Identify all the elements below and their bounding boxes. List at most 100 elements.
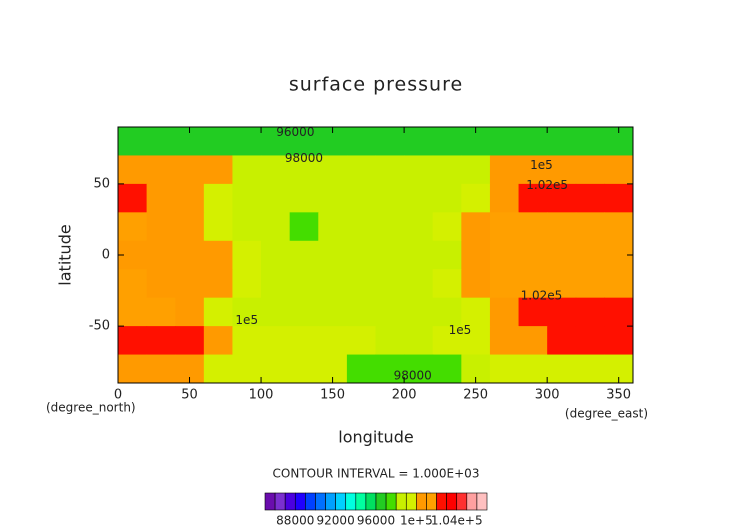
- field-cell: [118, 297, 148, 327]
- field-cell: [289, 240, 319, 270]
- field-cell: [575, 183, 605, 213]
- field-cell: [346, 297, 376, 327]
- field-cell: [375, 326, 405, 356]
- contour-label: 98000: [394, 368, 432, 382]
- field-cell: [203, 354, 233, 383]
- field-cell: [489, 155, 520, 185]
- colorbar-swatch: [385, 492, 397, 511]
- colorbar-tick-label: 1.04e+5: [431, 514, 483, 528]
- colorbar-swatch: [436, 492, 447, 511]
- field-cell: [289, 354, 319, 383]
- field-cell: [118, 183, 148, 213]
- field-cell: [232, 354, 262, 383]
- field-cell: [346, 240, 376, 270]
- field-cell: [203, 183, 233, 213]
- contour-label: 98000: [285, 151, 323, 165]
- field-cell: [518, 212, 548, 242]
- y-tick-label: 50: [93, 176, 110, 191]
- field-cell: [375, 212, 405, 242]
- field-cell: [575, 240, 605, 270]
- field-cell: [146, 354, 176, 383]
- colorbar-swatch: [416, 492, 427, 511]
- field-cell: [432, 297, 462, 327]
- field-cell: [518, 326, 548, 356]
- field-cell: [175, 183, 205, 213]
- x-tick-label: 50: [181, 388, 198, 403]
- x-tick-label: 0: [114, 388, 122, 403]
- field-cell: [547, 326, 577, 356]
- field-cell: [118, 354, 148, 383]
- field-cell: [461, 326, 491, 356]
- field-cell: [604, 297, 633, 327]
- field-cell: [203, 155, 233, 185]
- field-cell: [432, 269, 462, 299]
- field-cell: [118, 212, 148, 242]
- field-cell: [318, 212, 348, 242]
- x-tick-label: 150: [320, 388, 345, 403]
- field-cell: [432, 326, 462, 356]
- colorbar-swatch: [365, 492, 377, 511]
- colorbar-swatch: [446, 492, 458, 511]
- field-cell: [346, 354, 376, 383]
- field-cell: [232, 155, 262, 185]
- field-cell: [146, 212, 176, 242]
- field-cell: [261, 212, 291, 242]
- field-cell: [461, 240, 491, 270]
- field-cell: [289, 127, 319, 156]
- colorbar-swatch: [294, 492, 306, 511]
- colorbar-swatch: [335, 492, 347, 511]
- y-unit: (degree_north): [46, 401, 136, 415]
- field-cell: [318, 269, 348, 299]
- contour-label: 1e5: [235, 313, 258, 327]
- field-cell: [289, 155, 319, 185]
- field-cell: [375, 155, 405, 185]
- field-cell: [489, 127, 520, 156]
- field-cell: [289, 212, 319, 242]
- contour-label: 1e5: [449, 323, 472, 337]
- field-cell: [575, 212, 605, 242]
- colorbar-swatch: [315, 492, 326, 511]
- colorbar-swatch: [395, 492, 407, 511]
- x-unit: (degree_east): [565, 407, 648, 421]
- field-cell: [404, 297, 434, 327]
- field-cell: [146, 269, 176, 299]
- field-cell: [203, 269, 233, 299]
- colorbar-swatch: [476, 492, 488, 511]
- field-cell: [547, 354, 577, 383]
- field-cell: [261, 183, 291, 213]
- field-cell: [404, 326, 434, 356]
- field-cell: [261, 127, 291, 156]
- field-cell: [203, 240, 233, 270]
- field-cell: [404, 127, 434, 156]
- field-cell: [146, 155, 176, 185]
- field-cell: [175, 155, 205, 185]
- field-cell: [346, 326, 376, 356]
- field-cell: [489, 269, 520, 299]
- field-cell: [404, 212, 434, 242]
- field-cell: [232, 127, 262, 156]
- contour-interval: CONTOUR INTERVAL = 1.000E+03: [273, 467, 480, 481]
- field-cell: [461, 212, 491, 242]
- field-cell: [461, 183, 491, 213]
- contour-label: 1e5: [530, 158, 553, 172]
- contour-label: 96000: [276, 125, 314, 139]
- field-cell: [375, 297, 405, 327]
- field-cell: [289, 183, 319, 213]
- field-cell: [518, 297, 548, 327]
- field-cell: [175, 269, 205, 299]
- field-cell: [232, 326, 262, 356]
- field-cell: [404, 240, 434, 270]
- field-cell: [118, 269, 148, 299]
- field-cell: [203, 297, 233, 327]
- field-cell: [146, 127, 176, 156]
- field-cell: [232, 297, 262, 327]
- field-cell: [547, 212, 577, 242]
- field-cell: [318, 326, 348, 356]
- x-tick-label: 300: [535, 388, 560, 403]
- x-tick-label: 100: [249, 388, 274, 403]
- field-cell: [489, 326, 520, 356]
- field-cell: [375, 183, 405, 213]
- colorbar-tick-label: 92000: [317, 514, 355, 528]
- field-cell: [461, 269, 491, 299]
- field-cell: [604, 183, 633, 213]
